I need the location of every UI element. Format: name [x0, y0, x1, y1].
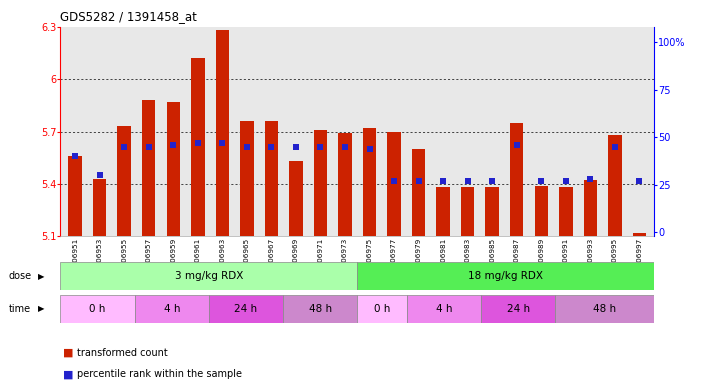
Point — [94, 172, 105, 178]
Bar — [584, 180, 597, 236]
Point — [192, 140, 203, 146]
Bar — [142, 100, 156, 236]
Point — [70, 153, 81, 159]
Point — [315, 144, 326, 150]
Bar — [608, 135, 621, 236]
Point — [560, 178, 572, 184]
Point — [584, 176, 596, 182]
Point — [168, 142, 179, 148]
Bar — [264, 121, 278, 236]
Point — [388, 178, 400, 184]
Text: 48 h: 48 h — [593, 304, 616, 314]
Point — [266, 144, 277, 150]
Point — [609, 144, 621, 150]
Bar — [357, 262, 654, 290]
Text: percentile rank within the sample: percentile rank within the sample — [77, 369, 242, 379]
Text: ■: ■ — [63, 348, 73, 358]
Bar — [535, 185, 548, 236]
Bar — [68, 156, 82, 236]
Bar — [633, 233, 646, 236]
Bar — [60, 262, 357, 290]
Bar — [166, 102, 180, 236]
Bar — [387, 131, 401, 236]
Point — [143, 144, 154, 150]
Bar — [240, 121, 254, 236]
Bar — [60, 295, 134, 323]
Bar — [209, 295, 283, 323]
Bar — [437, 187, 450, 236]
Text: ■: ■ — [63, 369, 73, 379]
Bar — [481, 295, 555, 323]
Point — [241, 144, 252, 150]
Bar — [215, 30, 229, 236]
Point — [511, 142, 523, 148]
Bar — [191, 58, 205, 236]
Text: ▶: ▶ — [38, 271, 44, 281]
Bar — [461, 187, 474, 236]
Point — [119, 144, 130, 150]
Bar — [555, 295, 654, 323]
Text: 3 mg/kg RDX: 3 mg/kg RDX — [175, 271, 243, 281]
Text: dose: dose — [9, 271, 32, 281]
Text: 48 h: 48 h — [309, 304, 332, 314]
Bar — [510, 123, 523, 236]
Bar — [486, 187, 499, 236]
Point — [535, 178, 547, 184]
Point — [486, 178, 498, 184]
Bar — [314, 130, 327, 236]
Bar — [338, 133, 352, 236]
Bar — [407, 295, 481, 323]
Text: time: time — [9, 304, 31, 314]
Bar — [93, 179, 107, 236]
Point — [413, 178, 424, 184]
Text: 24 h: 24 h — [506, 304, 530, 314]
Point — [364, 146, 375, 152]
Text: 0 h: 0 h — [90, 304, 106, 314]
Text: 18 mg/kg RDX: 18 mg/kg RDX — [469, 271, 543, 281]
Text: GDS5282 / 1391458_at: GDS5282 / 1391458_at — [60, 10, 198, 23]
Text: 0 h: 0 h — [374, 304, 390, 314]
Point — [217, 140, 228, 146]
Point — [634, 178, 645, 184]
Bar — [412, 149, 425, 236]
Bar — [357, 295, 407, 323]
Text: 4 h: 4 h — [164, 304, 180, 314]
Bar — [559, 187, 572, 236]
Text: 24 h: 24 h — [235, 304, 257, 314]
Bar — [289, 161, 303, 236]
Text: 4 h: 4 h — [436, 304, 452, 314]
Point — [462, 178, 474, 184]
Bar — [283, 295, 357, 323]
Bar — [117, 126, 131, 236]
Bar — [134, 295, 209, 323]
Point — [437, 178, 449, 184]
Bar — [363, 128, 376, 236]
Point — [290, 144, 301, 150]
Text: ▶: ▶ — [38, 305, 44, 313]
Text: transformed count: transformed count — [77, 348, 168, 358]
Point — [339, 144, 351, 150]
